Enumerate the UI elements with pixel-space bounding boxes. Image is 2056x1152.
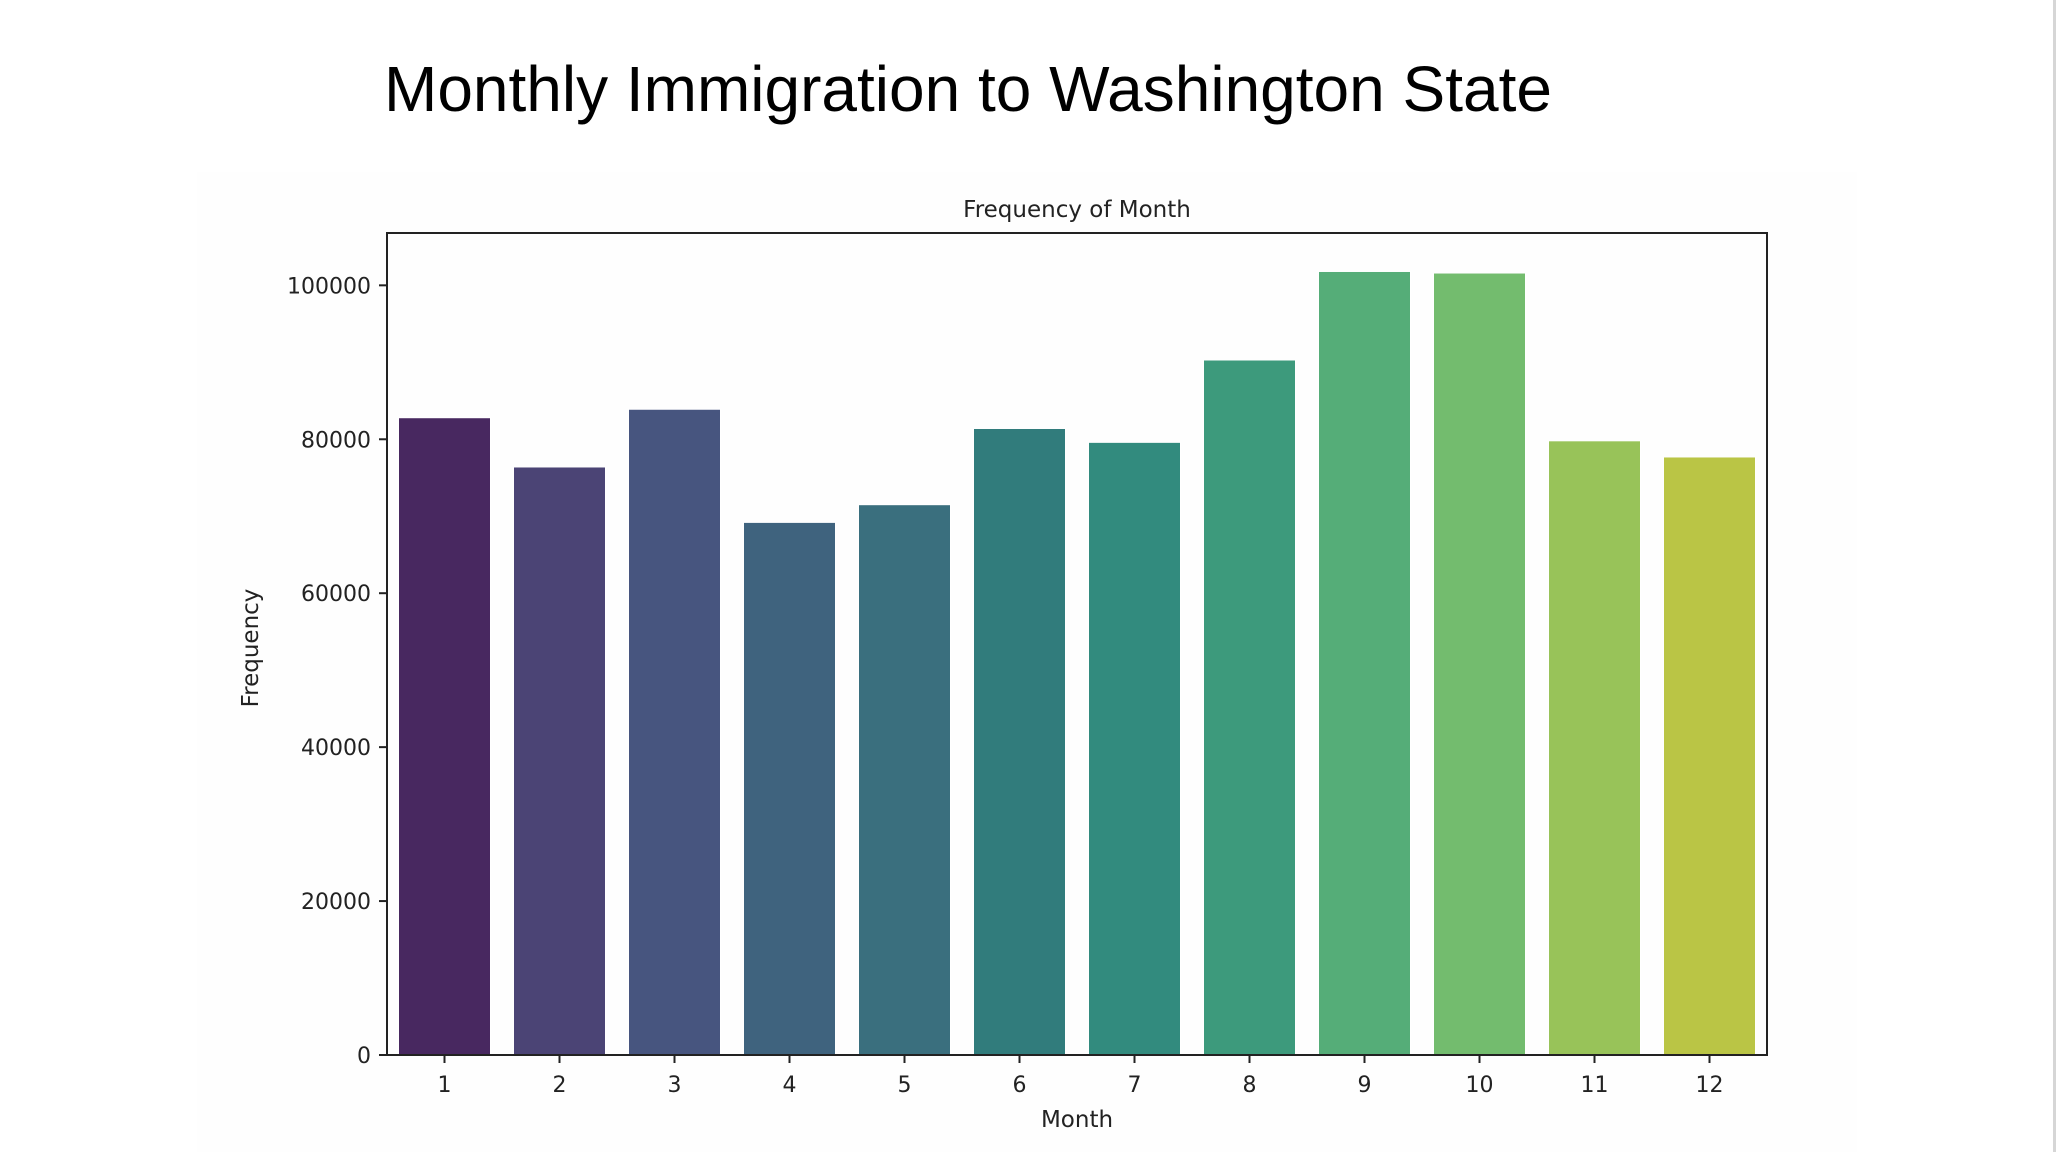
bar-month-7 <box>1088 441 1181 1056</box>
x-tick-label: 9 <box>1358 1073 1372 1098</box>
slide-edge <box>2053 0 2056 1152</box>
bar-month-1 <box>398 417 491 1056</box>
x-tick-label: 1 <box>438 1073 452 1098</box>
y-axis-label: Frequency <box>238 589 264 708</box>
x-tick-label: 12 <box>1696 1073 1724 1098</box>
y-tick-label: 0 <box>357 1044 371 1069</box>
x-tick-label: 5 <box>898 1073 912 1098</box>
axes-frame <box>386 232 1768 1056</box>
x-tick-label: 10 <box>1466 1073 1494 1098</box>
y-tick-label: 20000 <box>301 890 371 915</box>
x-tick-label: 8 <box>1243 1073 1257 1098</box>
bar-month-5 <box>858 504 951 1056</box>
x-tick-label: 4 <box>783 1073 797 1098</box>
x-axis-label: Month <box>1041 1107 1113 1133</box>
bar-month-11 <box>1548 440 1641 1056</box>
bar-month-4 <box>743 521 836 1056</box>
bar-month-2 <box>513 466 606 1056</box>
bar-month-10 <box>1433 272 1526 1056</box>
y-tick-label: 100000 <box>287 274 371 299</box>
x-tick-label: 6 <box>1013 1073 1027 1098</box>
bar-month-6 <box>973 427 1066 1056</box>
x-tick-label: 7 <box>1128 1073 1142 1098</box>
x-tick-label: 11 <box>1581 1073 1609 1098</box>
bar-month-8 <box>1203 359 1296 1056</box>
bar-month-9 <box>1318 270 1411 1056</box>
y-tick-label: 80000 <box>301 428 371 453</box>
chart-title: Frequency of Month <box>963 197 1191 223</box>
y-tick-label: 40000 <box>301 736 371 761</box>
slide-title: Monthly Immigration to Washington State <box>384 53 1552 125</box>
x-tick-label: 2 <box>553 1073 567 1098</box>
y-tick-label: 60000 <box>301 582 371 607</box>
bar-month-12 <box>1663 456 1756 1056</box>
bar-month-3 <box>628 408 721 1056</box>
x-tick-label: 3 <box>668 1073 682 1098</box>
